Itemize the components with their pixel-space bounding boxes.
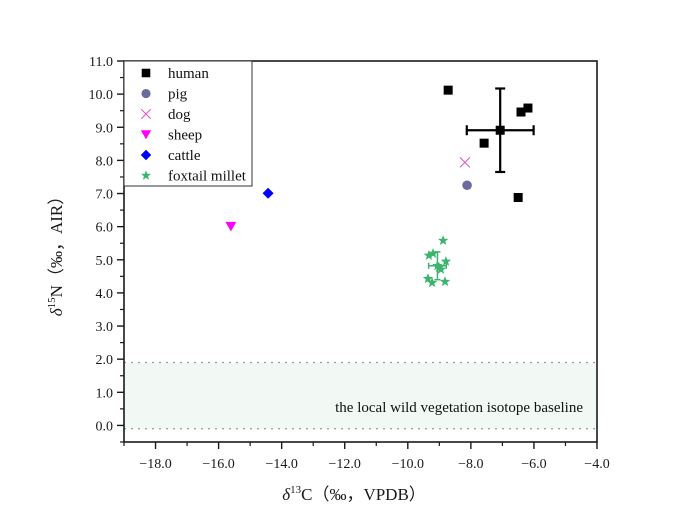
data-layer (225, 85, 535, 288)
legend-item-cattle: cattle (140, 148, 201, 164)
x-tick-label: −12.0 (329, 457, 361, 472)
series-pig (462, 180, 472, 191)
x-tick-label: −10.0 (392, 457, 424, 472)
legend-box (123, 60, 253, 187)
data-point-cattle (262, 187, 274, 199)
legend-label: pig (168, 87, 188, 103)
x-axis-title: δ13C（‰，VPDB） (282, 484, 426, 504)
legend-marker-human (141, 68, 151, 78)
data-point-foxtail-millet (427, 247, 439, 258)
y-axis-title-sup: 15 (46, 297, 58, 309)
legend-item-dog: dog (140, 107, 191, 123)
legend-marker-dog (140, 108, 152, 120)
series-human (443, 85, 535, 202)
legend-item-pig: pig (141, 87, 188, 103)
y-tick-label: 6.0 (96, 221, 114, 236)
legend-label: human (168, 66, 209, 82)
data-point-human (479, 138, 489, 148)
baseline-band (124, 362, 597, 429)
data-point-human (516, 107, 526, 117)
y-axis-title-rest: N（‰，AIR） (47, 188, 66, 298)
baseline-band-label: the local wild vegetation isotope baseli… (335, 400, 583, 416)
legend-marker-sheep (140, 130, 152, 140)
data-point-foxtail-millet (435, 263, 447, 274)
x-tick-label: −16.0 (202, 457, 234, 472)
x-tick-label: −6.0 (521, 457, 546, 472)
mean-point-human (495, 125, 505, 135)
x-axis-title-rest: C（‰，VPDB） (301, 485, 426, 504)
y-tick-label: 0.0 (96, 419, 114, 434)
data-point-dog-stroke (459, 156, 471, 168)
x-axis-title-sup: 13 (290, 484, 302, 496)
y-tick-label: 11.0 (89, 55, 113, 70)
x-tick-label: −8.0 (458, 457, 483, 472)
x-tick-label: −4.0 (584, 457, 609, 472)
baseline-band-layer (124, 361, 597, 430)
data-point-foxtail-millet (440, 255, 452, 266)
legend: human pig dog sheep cattle foxtail millet (123, 60, 253, 187)
data-point-human (523, 103, 533, 113)
legend-marker-cattle (140, 149, 152, 161)
legend-item-sheep: sheep (140, 128, 202, 144)
legend-label: dog (168, 107, 191, 123)
x-tick-label: −18.0 (139, 457, 171, 472)
y-axis-title-delta: δ (47, 307, 66, 316)
axes: −18.0 −16.0 −14.0 −12.0 −10.0 −8.0 −6.0 −4.0 0.0… (89, 55, 610, 472)
y-tick-label: 9.0 (96, 121, 114, 136)
data-point-foxtail-millet (437, 235, 449, 246)
y-axis-title: δ15N（‰，AIR） (46, 188, 66, 316)
y-tick-label: 5.0 (96, 254, 114, 269)
y-tick-label: 2.0 (96, 353, 114, 368)
data-point-dog (459, 156, 471, 168)
y-tick-label: 3.0 (96, 320, 114, 335)
series-dog (459, 156, 471, 168)
series-cattle (262, 187, 274, 199)
legend-marker-pig (141, 88, 151, 99)
plot-frame (123, 60, 598, 443)
data-point-foxtail-millet (433, 261, 445, 272)
legend-label: cattle (168, 148, 201, 164)
legend-item-foxtail-millet: foxtail millet (141, 169, 247, 185)
mean-point-foxtail-millet (432, 260, 443, 271)
data-point-foxtail-millet (422, 273, 434, 284)
legend-label: sheep (168, 128, 202, 144)
y-tick-label: 4.0 (96, 287, 114, 302)
y-tick-label: 7.0 (96, 188, 114, 203)
series-foxtail-millet (422, 235, 452, 288)
data-point-foxtail-millet (439, 276, 451, 287)
legend-marker-dog-stroke (140, 108, 152, 120)
data-point-sheep (225, 221, 237, 232)
y-tick-label: 10.0 (89, 88, 114, 103)
data-point-pig (462, 180, 472, 191)
data-point-foxtail-millet (423, 249, 435, 260)
y-tick-label: 1.0 (96, 386, 114, 401)
x-tick-label: −14.0 (265, 457, 297, 472)
legend-item-human: human (141, 66, 209, 82)
legend-marker-foxtail-millet (141, 170, 151, 180)
y-tick-label: 8.0 (96, 154, 114, 169)
data-point-human (513, 192, 523, 202)
x-axis-title-delta: δ (282, 485, 291, 504)
series-sheep (225, 221, 237, 232)
legend-label: foxtail millet (168, 169, 247, 185)
data-point-human (443, 85, 453, 95)
data-point-foxtail-millet (426, 277, 438, 288)
